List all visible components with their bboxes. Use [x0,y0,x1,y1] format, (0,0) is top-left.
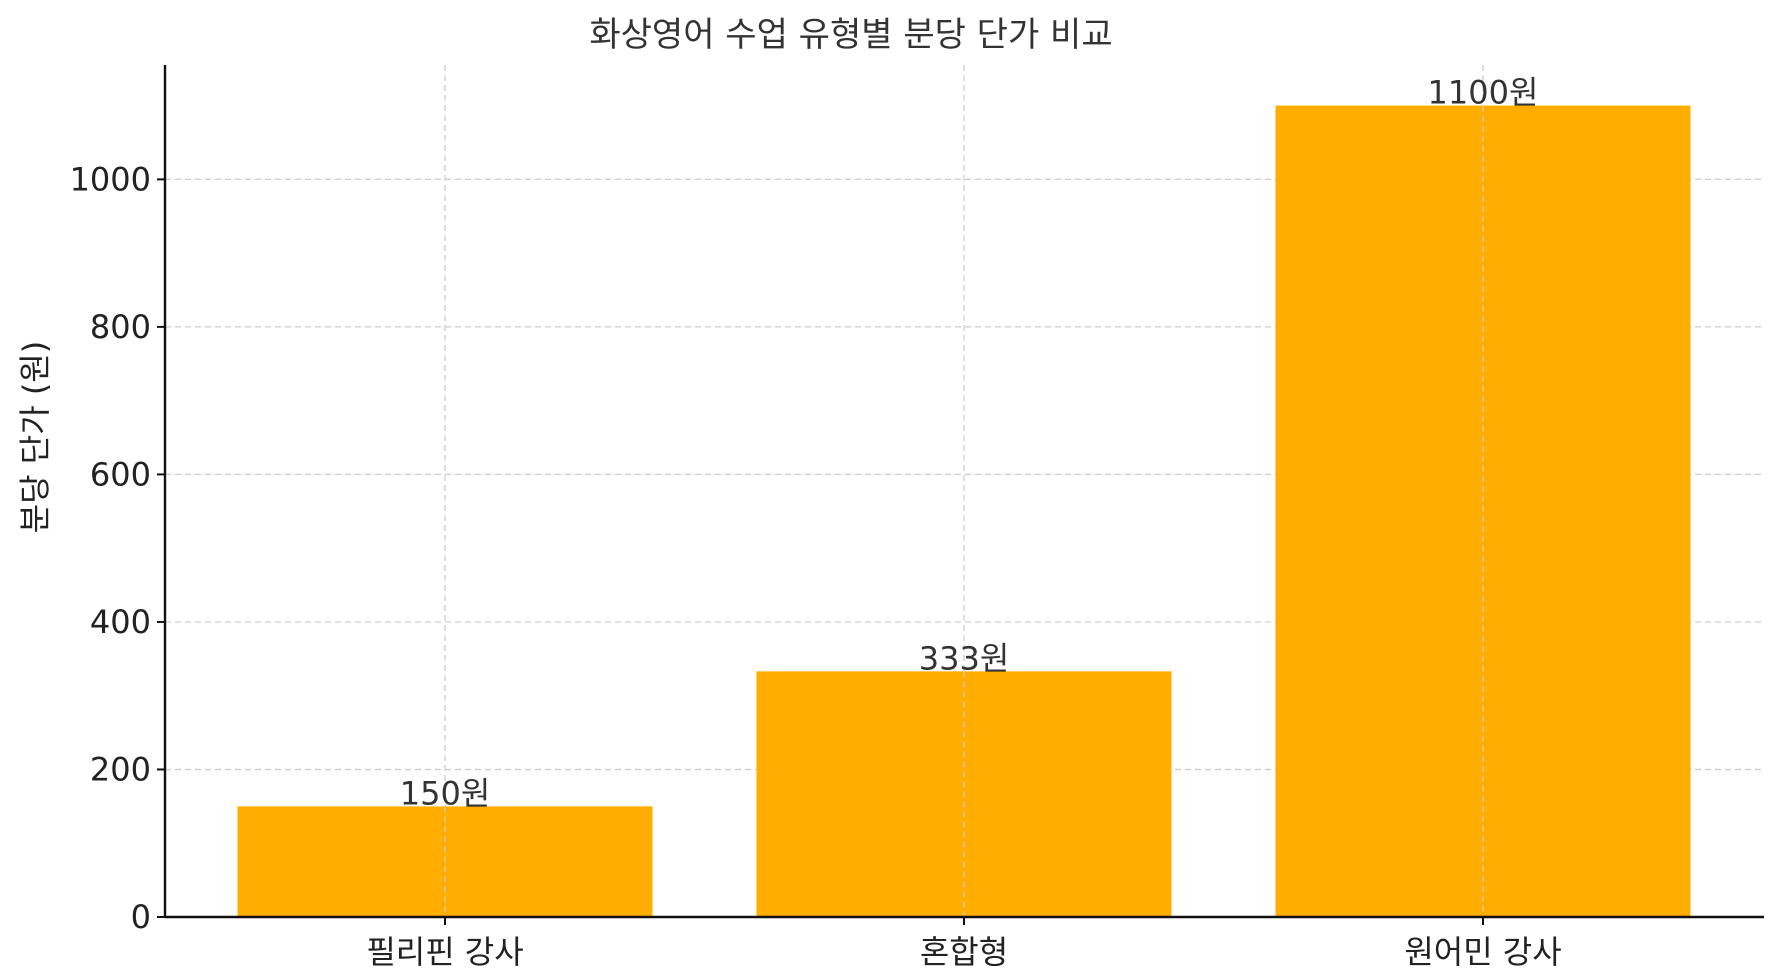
x-tick-label: 혼합형 [920,933,1008,971]
y-tick-label: 0 [131,898,151,936]
y-tick-label: 800 [90,308,151,346]
data-label: 1100원 [1428,74,1539,112]
data-label: 150원 [400,774,491,812]
x-tick-label: 원어민 강사 [1404,933,1561,971]
data-label: 333원 [919,639,1010,677]
y-tick-label: 200 [90,750,151,788]
y-tick-label: 400 [90,603,151,641]
y-axis-label: 분당 단가 (원) [16,341,54,534]
chart-title: 화상영어 수업 유형별 분당 단가 비교 [589,15,1112,55]
axes [157,65,1764,925]
y-tick-label: 600 [90,455,151,493]
y-tick-label: 1000 [70,160,151,198]
labels: 0 200 400 600 800 1000 필리핀 강사 혼합형 원어민 강사 150원 333원… [70,74,1562,971]
x-tick-label: 필리핀 강사 [366,933,523,971]
